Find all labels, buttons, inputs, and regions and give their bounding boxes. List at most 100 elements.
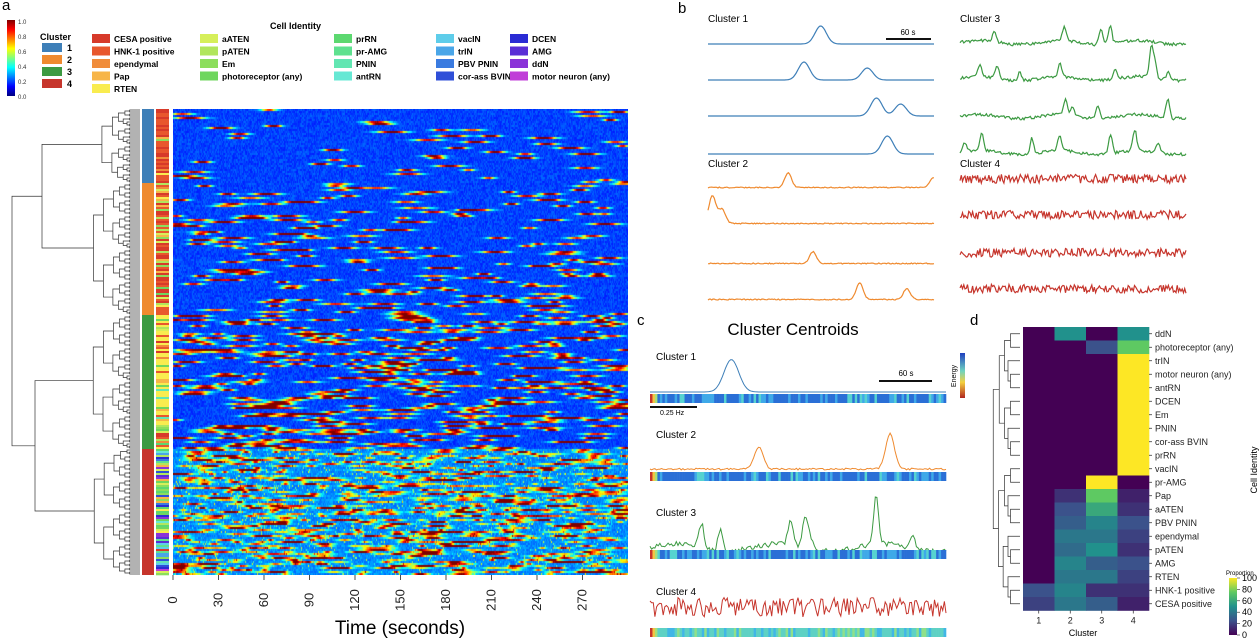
panel-d-heatmap-cell [1117,462,1150,476]
identity-sidebar-cell [156,235,169,238]
panel-d-column-label: 3 [1099,616,1104,626]
cluster-legend-swatch [42,43,62,52]
identity-legend-label: photoreceptor (any) [222,72,302,82]
panel-d-heatmap-cell [1054,367,1087,382]
cluster-legend-swatch [42,67,62,76]
identity-sidebar-cell [156,449,169,452]
panel-b-trace [708,61,934,81]
panel-c-centroid-trace [650,359,946,393]
identity-legend-label: pr-AMG [356,47,388,57]
identity-sidebar-cell [156,523,169,526]
panel-d-heatmap-cell [1086,529,1118,544]
cluster-legend: Cluster 1 2 3 4 [40,32,72,89]
identity-legend-swatch [436,71,454,81]
identity-sidebar-cell [156,201,169,204]
identity-sidebar-cell [156,515,169,518]
identity-sidebar-cell [156,413,169,416]
panel-d-heatmap-cell [1117,583,1150,598]
heatmap-x-tick-label: 240 [529,589,544,611]
heatmap-x-tick-label: 0 [165,596,180,603]
identity-sidebar-cell [156,289,169,292]
identity-legend-label: DCEN [532,34,556,44]
panel-d-row-label: ddN [1155,329,1172,339]
panel-b-group-title: Cluster 4 [960,159,1000,170]
identity-sidebar-cell [156,339,169,342]
identity-sidebar-cell [156,179,169,182]
identity-sidebar-cell [156,253,169,256]
cluster-legend-swatch [42,79,62,88]
panel-d-heatmap-cell [1117,597,1150,611]
cluster-sidebar-block [142,109,154,183]
identity-sidebar-cell [156,167,169,170]
identity-sidebar-cell [156,221,169,224]
cluster-legend-label: 3 [67,67,72,77]
panel-d-heatmap-cell [1023,435,1055,449]
panel-d-heatmap-cell [1023,448,1055,463]
panel-d-heatmap-cell [1023,489,1055,503]
panel-c-energy-colorbar: Energy [951,353,965,398]
heatmap-x-tick-label: 270 [575,589,590,611]
identity-legend-swatch [200,46,218,56]
identity-sidebar-cell [156,211,169,214]
panel-b-trace [707,171,934,189]
identity-sidebar-cell [156,407,169,410]
identity-sidebar-cell [156,391,169,394]
identity-sidebar-cell [156,411,169,414]
panel-d-heatmap-cell [1023,516,1055,530]
panel-d-colorbar-title: Proportion [1226,571,1254,577]
panel-d-heatmap-cell [1054,529,1087,544]
identity-sidebar-cell [156,183,169,186]
identity-sidebar-cell [156,205,169,208]
panel-d-heatmap-cell [1086,597,1118,611]
identity-legend-swatch [200,34,218,43]
identity-sidebar-cell [156,469,169,472]
identity-sidebar-cell [156,193,169,196]
identity-sidebar-cell [156,319,169,322]
identity-sidebar-cell [156,421,169,424]
cluster-legend-swatch [42,55,62,64]
identity-sidebar-cell [156,129,169,132]
identity-sidebar-cell [156,355,169,358]
identity-sidebar-cell [156,125,169,128]
identity-sidebar-cell [156,405,169,408]
cluster-sidebar-block [142,315,154,449]
identity-sidebar-cell [156,529,169,532]
panel-b-trace [707,195,935,225]
panel-d-heatmap-cell [1117,327,1150,341]
panel-d-x-label: Cluster [1069,628,1098,638]
panel-d-heatmap-cell [1054,354,1087,368]
panel-d-heatmap-cell [1117,421,1150,436]
identity-sidebar-cell [156,527,169,530]
panel-c-energy-strip [650,550,947,559]
identity-sidebar-cell [156,331,169,334]
panel-d-heatmap-cell [1054,570,1087,584]
identity-sidebar-cell [156,347,169,350]
identity-sidebar-cell [156,345,169,348]
panel-d-colorbar-tick: 20 [1242,619,1252,629]
panel-d-heatmap-cell [1086,421,1118,436]
panel-d-row-label: pr-AMG [1155,477,1187,487]
identity-sidebar-cell [156,225,169,228]
panel-d-colorbar-tick: 40 [1242,607,1252,617]
identity-sidebar-cell [156,245,169,248]
identity-sidebar-cell [156,227,169,230]
heatmap-x-label: Time (seconds) [335,618,465,639]
identity-legend-swatch [510,34,528,43]
panel-d-colorbar-tick: 100 [1242,573,1257,583]
panel-d-heatmap-cell [1086,448,1118,463]
panel-c-centroid-trace [649,432,947,471]
panel-d-heatmap-cell [1023,597,1055,611]
identity-sidebar-cell [156,373,169,376]
identity-sidebar-cell [156,219,169,222]
colorbar-tick-label: 0.2 [18,80,27,86]
cell-identity-legend-title: Cell Identity [270,21,321,31]
panel-d-heatmap-cell [1117,475,1150,490]
panel-d-y-label: Cell Identity [1249,446,1259,494]
panel-b-trace [959,282,1187,295]
panel-d-row-label: antRN [1155,383,1181,393]
identity-sidebar-cell [156,555,169,558]
identity-sidebar-cell [156,325,169,328]
colorbar-tick-label: 0.6 [18,50,27,56]
identity-sidebar-cell [156,473,169,476]
identity-sidebar-cell [156,175,169,178]
